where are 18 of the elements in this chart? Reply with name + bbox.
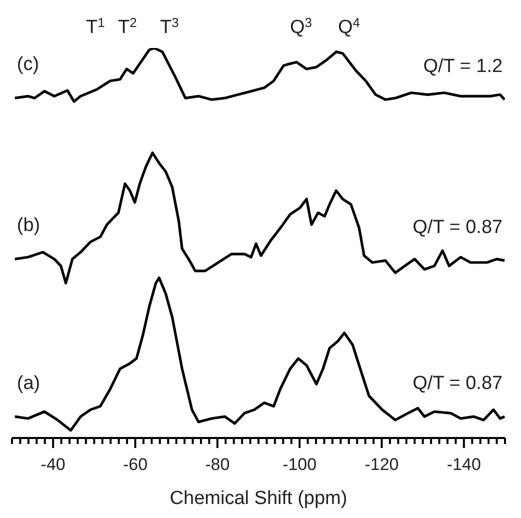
text: Q$^{3}$ <box>290 14 312 39</box>
x-tick-label: -80 <box>205 455 230 474</box>
x-axis-title: Chemical Shift (ppm) <box>170 488 348 509</box>
series-label: (a) <box>16 372 40 395</box>
x-tick-label: -140 <box>446 455 481 474</box>
text: T$^{2}$ <box>118 14 137 39</box>
annotation: Q/T = 0.87 <box>412 372 503 395</box>
x-tick-label: -60 <box>122 455 148 474</box>
x-tick-label: -40 <box>40 455 66 474</box>
text: T$^{1}$ <box>86 14 105 39</box>
x-tick-label: -120 <box>364 455 399 474</box>
x-tick-label: -100 <box>282 455 317 474</box>
series-label: (c) <box>16 54 40 76</box>
series-label: (b) <box>16 215 40 238</box>
text: T$^{3}$ <box>160 14 179 39</box>
text: Q$^{4}$ <box>338 14 360 39</box>
annotation: Q/T = 0.87 <box>412 216 503 239</box>
annotation: Q/T = 1.2 <box>423 56 503 78</box>
